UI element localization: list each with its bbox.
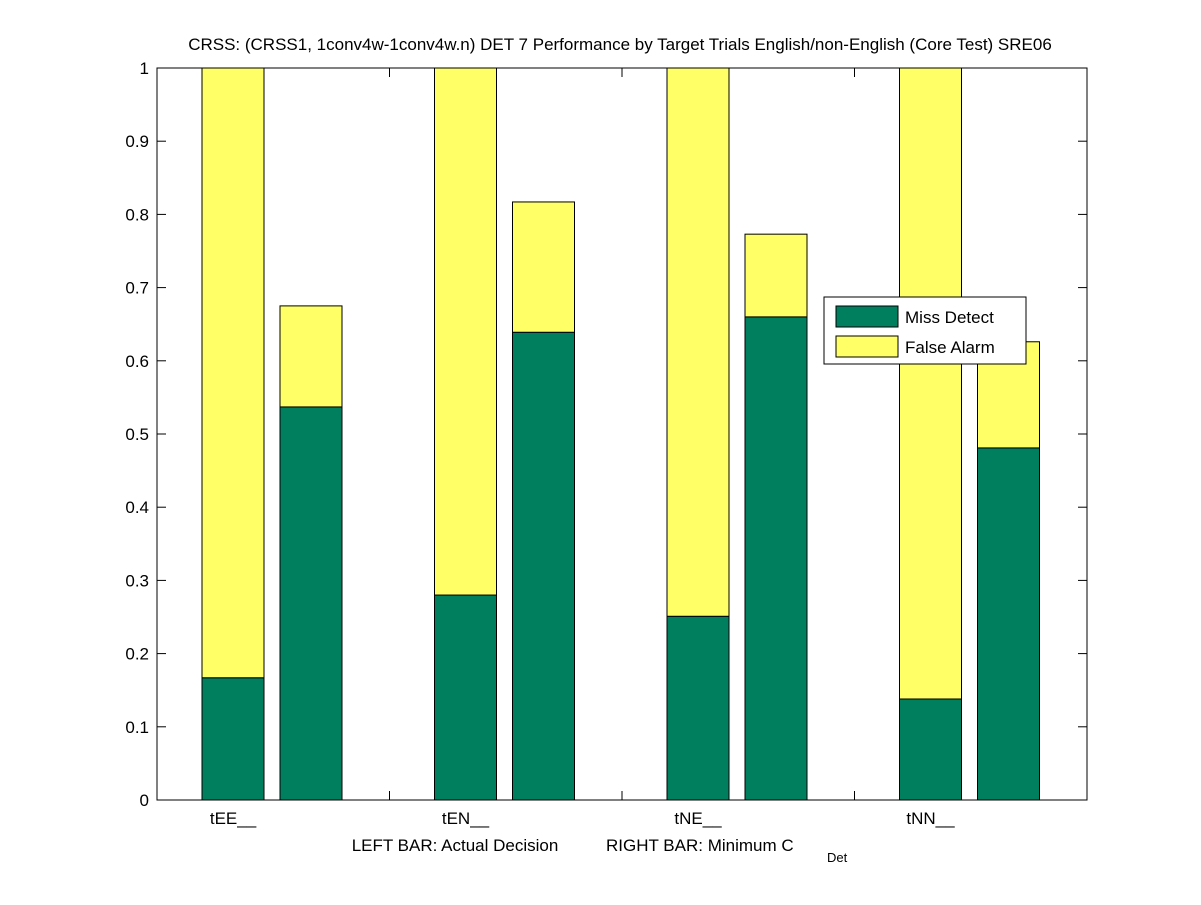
bar-minimum-false-alarm-tEN <box>512 201 575 333</box>
y-tick-label: 0 <box>140 791 149 810</box>
x-tick-label: tEE__ <box>210 809 257 828</box>
bar-actual-false-alarm-tNN <box>899 67 962 700</box>
x-tick-label: tNN__ <box>906 809 955 828</box>
bar-actual-miss-detect-tEE <box>201 677 265 801</box>
bar-minimum-miss-detect-tNN <box>977 447 1040 801</box>
bar-actual-false-alarm-tEE <box>201 67 265 679</box>
x-tick-label: tEN__ <box>442 809 490 828</box>
y-tick-label: 0.6 <box>125 352 149 371</box>
chart-title: CRSS: (CRSS1, 1conv4w-1conv4w.n) DET 7 P… <box>188 35 1052 54</box>
legend-swatch-miss <box>835 305 899 328</box>
y-tick-label: 0.5 <box>125 425 149 444</box>
legend: Miss Detect False Alarm <box>823 296 1027 365</box>
xlabel-right: RIGHT BAR: Minimum C <box>606 836 794 855</box>
bar-actual-miss-detect-tNE <box>666 615 730 801</box>
bar-minimum-false-alarm-tNE <box>744 233 808 318</box>
bar-actual-miss-detect-tEN <box>434 594 497 801</box>
y-tick-label: 0.1 <box>125 718 149 737</box>
bar-minimum-miss-detect-tEN <box>512 331 575 801</box>
y-tick-label: 0.7 <box>125 279 149 298</box>
legend-swatch-fa <box>835 335 899 358</box>
y-tick-label: 0.2 <box>125 645 149 664</box>
y-tick-label: 0.8 <box>125 205 149 224</box>
y-tick-label: 0.9 <box>125 132 149 151</box>
x-tick-label: tNE__ <box>674 809 722 828</box>
y-tick-label: 0.3 <box>125 571 149 590</box>
legend-label-fa: False Alarm <box>905 338 995 357</box>
y-tick-label: 1 <box>140 59 149 78</box>
bar-minimum-miss-detect-tNE <box>744 316 808 801</box>
bar-minimum-false-alarm-tEE <box>279 305 343 408</box>
bar-actual-miss-detect-tNN <box>899 698 962 801</box>
legend-label-miss: Miss Detect <box>905 308 994 327</box>
bar-actual-false-alarm-tNE <box>666 67 730 617</box>
xlabel-left: LEFT BAR: Actual Decision <box>352 836 559 855</box>
bar-actual-false-alarm-tEN <box>434 67 497 596</box>
y-tick-label: 0.4 <box>125 498 149 517</box>
bar-minimum-miss-detect-tEE <box>279 406 343 801</box>
xlabel-right-sub: Det <box>827 850 848 865</box>
